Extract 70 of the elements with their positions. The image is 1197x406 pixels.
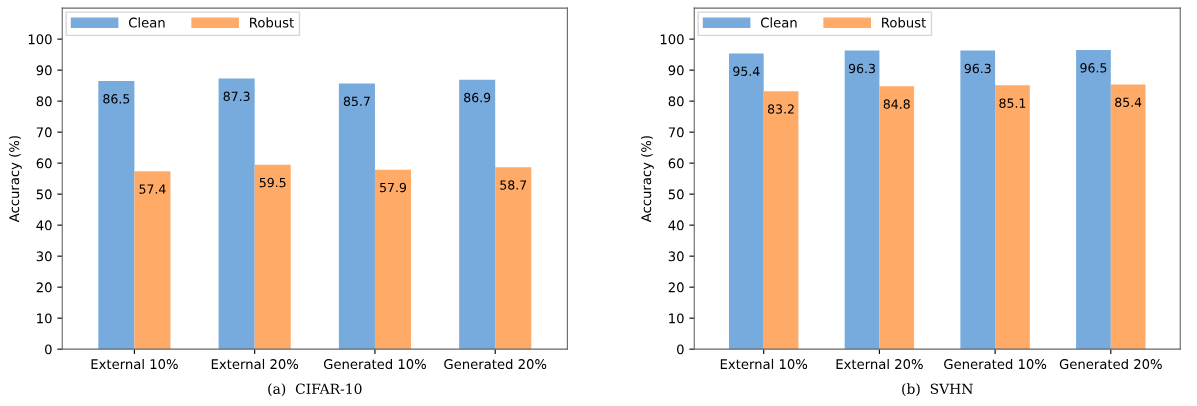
y-axis-title: Accuracy (%) — [641, 136, 654, 223]
bar — [98, 80, 135, 350]
data-label: 96.5 — [1080, 63, 1107, 73]
data-label: 57.4 — [139, 184, 166, 194]
y-tick-label: 100 — [660, 34, 684, 45]
bar — [844, 50, 880, 350]
data-label: 95.4 — [733, 66, 760, 76]
y-tick-label: 10 — [37, 313, 52, 324]
y-tick-label: 0 — [45, 344, 52, 355]
legend-label: Clean — [128, 17, 165, 28]
x-tick-label: Generated 10% — [323, 358, 426, 370]
data-label: 83.2 — [767, 104, 794, 114]
data-label: 87.3 — [223, 91, 250, 102]
y-tick-label: 70 — [668, 127, 684, 138]
bar — [459, 79, 496, 350]
y-tick-label: 40 — [668, 220, 684, 231]
y-tick-label: 20 — [668, 282, 684, 293]
y-tick-label: 50 — [36, 189, 52, 200]
text: (b) SVHN — [902, 383, 973, 396]
bar — [763, 91, 799, 350]
x-tick-label: External 20% — [836, 358, 923, 370]
data-label: 85.4 — [1115, 97, 1142, 107]
y-tick-label: 90 — [668, 65, 684, 76]
data-label: 96.3 — [848, 63, 875, 74]
text: (a) CIFAR-10 — [268, 383, 362, 396]
bar — [1076, 49, 1111, 350]
bar — [728, 53, 764, 350]
bar — [1110, 84, 1146, 350]
data-label: 84.8 — [883, 99, 910, 109]
y-tick-label: 50 — [668, 189, 684, 200]
legend-label: Robust — [882, 17, 926, 28]
data-label: 59.5 — [259, 177, 286, 188]
y-tick-label: 90 — [36, 65, 52, 76]
legend-label: Robust — [250, 17, 294, 28]
legend-label: Clean — [760, 17, 797, 28]
data-label: 85.1 — [999, 98, 1026, 108]
y-tick-label: 100 — [28, 34, 52, 45]
data-label: 86.5 — [103, 94, 130, 104]
x-tick-label: External 20% — [211, 358, 299, 370]
bar — [960, 50, 996, 350]
y-tick-label: 70 — [36, 127, 52, 138]
data-label: 85.7 — [343, 96, 370, 107]
y-tick-label: 60 — [36, 158, 52, 169]
y-tick-label: 80 — [668, 96, 684, 107]
y-tick-label: 20 — [36, 282, 52, 293]
bar — [879, 86, 915, 350]
y-tick-label: 30 — [36, 251, 52, 262]
y-tick-label: 30 — [668, 251, 684, 262]
data-label: 86.9 — [464, 92, 491, 103]
x-tick-label: External 10% — [720, 358, 808, 370]
y-tick-label: 60 — [668, 158, 684, 169]
bar — [218, 78, 255, 350]
x-tick-label: Generated 10% — [944, 358, 1047, 370]
y-tick-label: 40 — [36, 220, 52, 231]
bar — [374, 169, 412, 350]
data-label: 96.3 — [964, 63, 991, 74]
x-tick-label: Generated 20% — [1059, 358, 1162, 370]
bar — [254, 164, 291, 350]
y-tick-label: 10 — [669, 313, 684, 324]
y-axis-title: Accuracy (%) — [9, 136, 22, 223]
x-tick-label: Generated 20% — [444, 358, 547, 370]
bar — [495, 167, 532, 350]
bar — [134, 171, 171, 350]
x-tick-label: External 10% — [91, 358, 178, 370]
bar — [995, 85, 1030, 350]
data-label: 58.7 — [500, 180, 527, 190]
data-label: 57.9 — [380, 182, 407, 193]
bar — [338, 83, 375, 350]
y-tick-label: 0 — [677, 344, 684, 355]
y-tick-label: 80 — [36, 96, 52, 107]
